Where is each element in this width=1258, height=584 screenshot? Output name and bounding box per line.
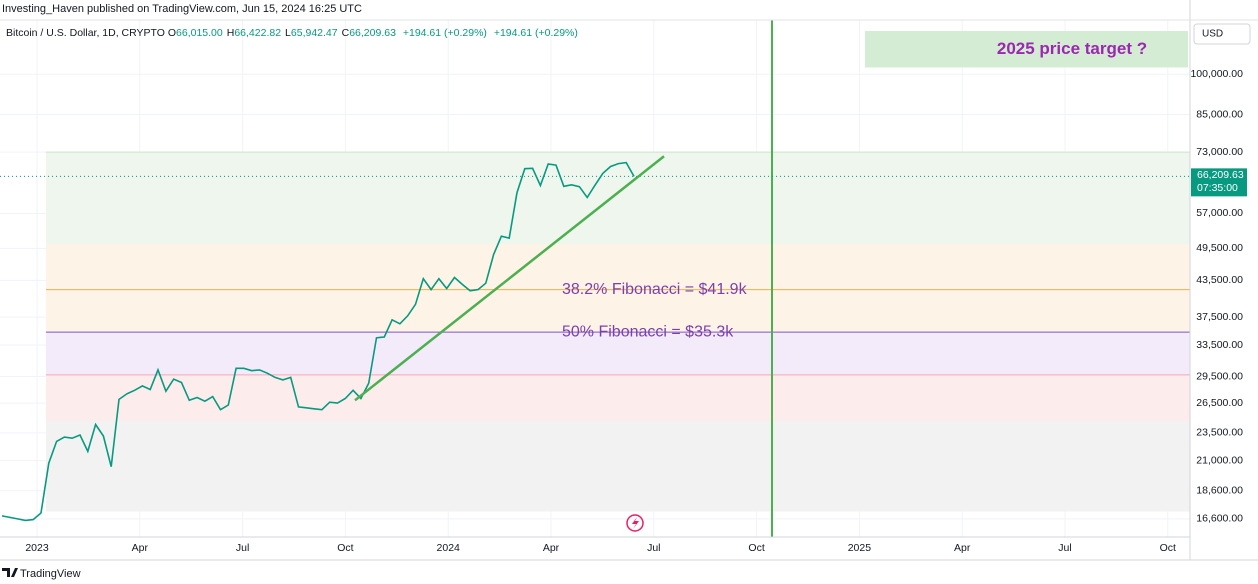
x-tick-label: Jul — [647, 542, 660, 554]
y-tick-label: 18,600.00 — [1196, 485, 1243, 497]
x-tick-label: Apr — [543, 542, 560, 554]
annotation: 50% Fibonacci = $35.3k — [562, 323, 734, 340]
y-tick-label: 43,500.00 — [1196, 274, 1243, 286]
y-tick-label: 29,500.00 — [1196, 370, 1243, 382]
fib-zone — [46, 152, 1190, 244]
y-tick-label: 26,500.00 — [1196, 397, 1243, 409]
ohlc-key: L — [285, 27, 291, 39]
x-tick-label: 2024 — [437, 542, 461, 554]
y-tick-label: 21,000.00 — [1196, 454, 1243, 466]
trendline — [354, 155, 665, 402]
change: +194.61 (+0.29%) — [402, 27, 487, 39]
ohlc-key: O — [167, 27, 177, 39]
ohlc-value: 66,209.63 — [349, 27, 396, 39]
ohlc-value: 66,422.82 — [234, 27, 282, 39]
annotation: 2025 price target ? — [997, 39, 1147, 58]
x-tick-label: Jul — [236, 542, 249, 554]
fib-zone — [46, 420, 1190, 512]
x-tick-label: Oct — [1160, 542, 1176, 554]
fib-zone — [46, 243, 1190, 290]
target-zone — [865, 30, 1188, 68]
currency-box — [1193, 23, 1251, 45]
ohlc-key: C — [341, 27, 350, 39]
fib-zone — [46, 289, 1190, 333]
annotation: 38.2% Fibonacci = $41.9k — [562, 281, 748, 298]
brand-logo — [2, 568, 18, 577]
y-tick-label: 100,000.00 — [1190, 68, 1243, 80]
ohlc-value: 66,015.00 — [176, 27, 223, 39]
ohlc: O66,015.00 H66,422.82 L65,942.47 C66,209.63 — [168, 27, 400, 39]
y-tick-label: 49,500.00 — [1196, 242, 1243, 254]
x-tick-label: Oct — [337, 542, 353, 554]
y-tick-label: 33,500.00 — [1196, 339, 1243, 351]
y-tick-label: 85,000.00 — [1196, 108, 1243, 120]
symbol-title: Bitcoin / U.S. Dollar, 1D, CRYPTO — [6, 27, 165, 39]
x-tick-label: Oct — [748, 542, 764, 554]
event-icon — [626, 514, 644, 532]
y-tick-label: 73,000.00 — [1196, 146, 1243, 158]
change: +194.61 (+0.29%) — [493, 27, 578, 39]
x-tick-label: 2025 — [848, 542, 872, 554]
ohlc-value: 65,942.47 — [290, 27, 338, 39]
ohlc-key: H — [226, 27, 235, 39]
currency: USD — [1202, 29, 1223, 40]
price-line — [1, 161, 635, 522]
y-tick-label: 23,500.00 — [1196, 427, 1243, 439]
x-tick-label: 2023 — [25, 542, 49, 554]
footer-brand: TradingView — [20, 568, 81, 580]
x-tick-label: Jul — [1058, 542, 1071, 554]
price-tag-label: 66,209.63 — [1197, 169, 1244, 181]
x-tick-label: Apr — [954, 542, 971, 554]
fib-zone — [46, 374, 1190, 421]
x-tick-label: Apr — [132, 542, 149, 554]
event-icon-bolt — [632, 517, 639, 529]
countdown: 07:35:00 — [1197, 182, 1238, 194]
legend: Bitcoin / U.S. Dollar, 1D, CRYPTO O66,01… — [6, 27, 582, 39]
y-tick-label: 16,600.00 — [1196, 513, 1243, 525]
y-tick-label: 57,000.00 — [1196, 207, 1243, 219]
y-tick-label: 37,500.00 — [1196, 311, 1243, 323]
price-tag — [1191, 168, 1247, 197]
publish-header: Investing_Haven published on TradingView… — [2, 3, 362, 15]
